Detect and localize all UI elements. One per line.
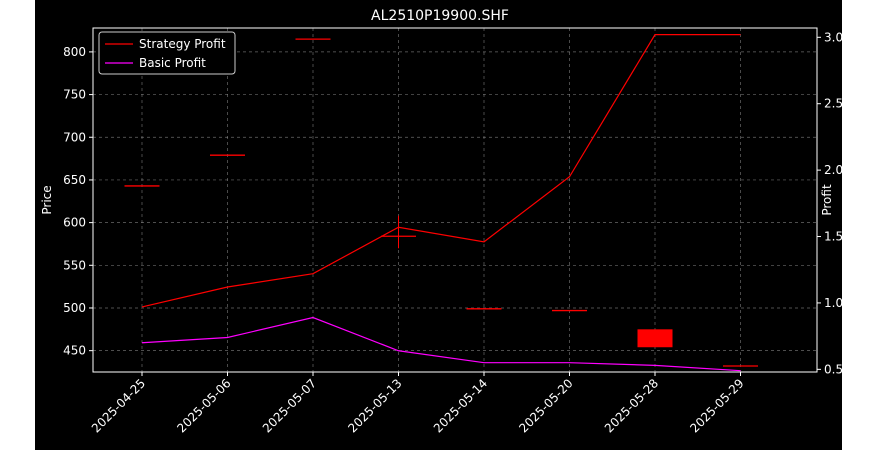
strategy-profit-line (141, 34, 741, 308)
y2-tick-label: 2.5 (824, 97, 842, 111)
x-tick-label: 2025-05-13 (345, 376, 404, 435)
plot-frame (92, 27, 818, 373)
x-tick-label: 2025-05-06 (174, 376, 233, 435)
profit-series (141, 34, 741, 372)
y-axis-label: Price (40, 185, 54, 214)
y-tick-label: 650 (63, 173, 86, 187)
y2-tick-label: 0.5 (824, 362, 842, 376)
price-candles (124, 38, 758, 367)
legend-label-strategy-profit: Strategy Profit (139, 37, 226, 51)
y2-tick-label: 1.0 (824, 296, 842, 310)
chart-title: AL2510P19900.SHF (371, 8, 509, 24)
y-tick-label: 600 (63, 216, 86, 230)
y2-tick-label: 2.0 (824, 163, 842, 177)
y-tick-label: 700 (63, 130, 86, 144)
legend-label-basic-profit: Basic Profit (139, 56, 206, 70)
y-tick-label: 750 (63, 88, 86, 102)
x-axis: 2025-04-25 2025-05-06 2025-05-07 2025-05-13… (89, 372, 747, 435)
legend: Strategy Profit Basic Profit (98, 31, 236, 75)
y-tick-label: 450 (63, 344, 86, 358)
x-tick-label: 2025-05-14 (431, 376, 490, 435)
grid (93, 28, 817, 372)
y2-tick-label: 3.0 (824, 30, 842, 44)
chart-figure: AL2510P19900.SHF 450 500 550 600 650 700 750 80… (35, 0, 842, 450)
x-tick-label: 2025-05-07 (260, 376, 319, 435)
basic-profit-line (141, 316, 741, 372)
chart-svg: AL2510P19900.SHF 450 500 550 600 650 700 750 80… (40, 8, 842, 435)
x-tick-label: 2025-05-29 (687, 376, 746, 435)
x-tick-label: 2025-05-20 (516, 376, 575, 435)
x-tick-label: 2025-05-28 (602, 376, 661, 435)
candle-body (637, 329, 673, 348)
y-tick-label: 800 (63, 45, 86, 59)
y2-axis-label: Profit (820, 184, 834, 216)
y2-tick-label: 1.5 (824, 230, 842, 244)
y-tick-label: 550 (63, 258, 86, 272)
x-tick-label: 2025-04-25 (89, 376, 148, 435)
y-axis-right: 0.5 1.0 1.5 2.0 2.5 3.0 (817, 30, 842, 376)
y-tick-label: 500 (63, 301, 86, 315)
y-axis-left: 450 500 550 600 650 700 750 800 (63, 45, 93, 358)
